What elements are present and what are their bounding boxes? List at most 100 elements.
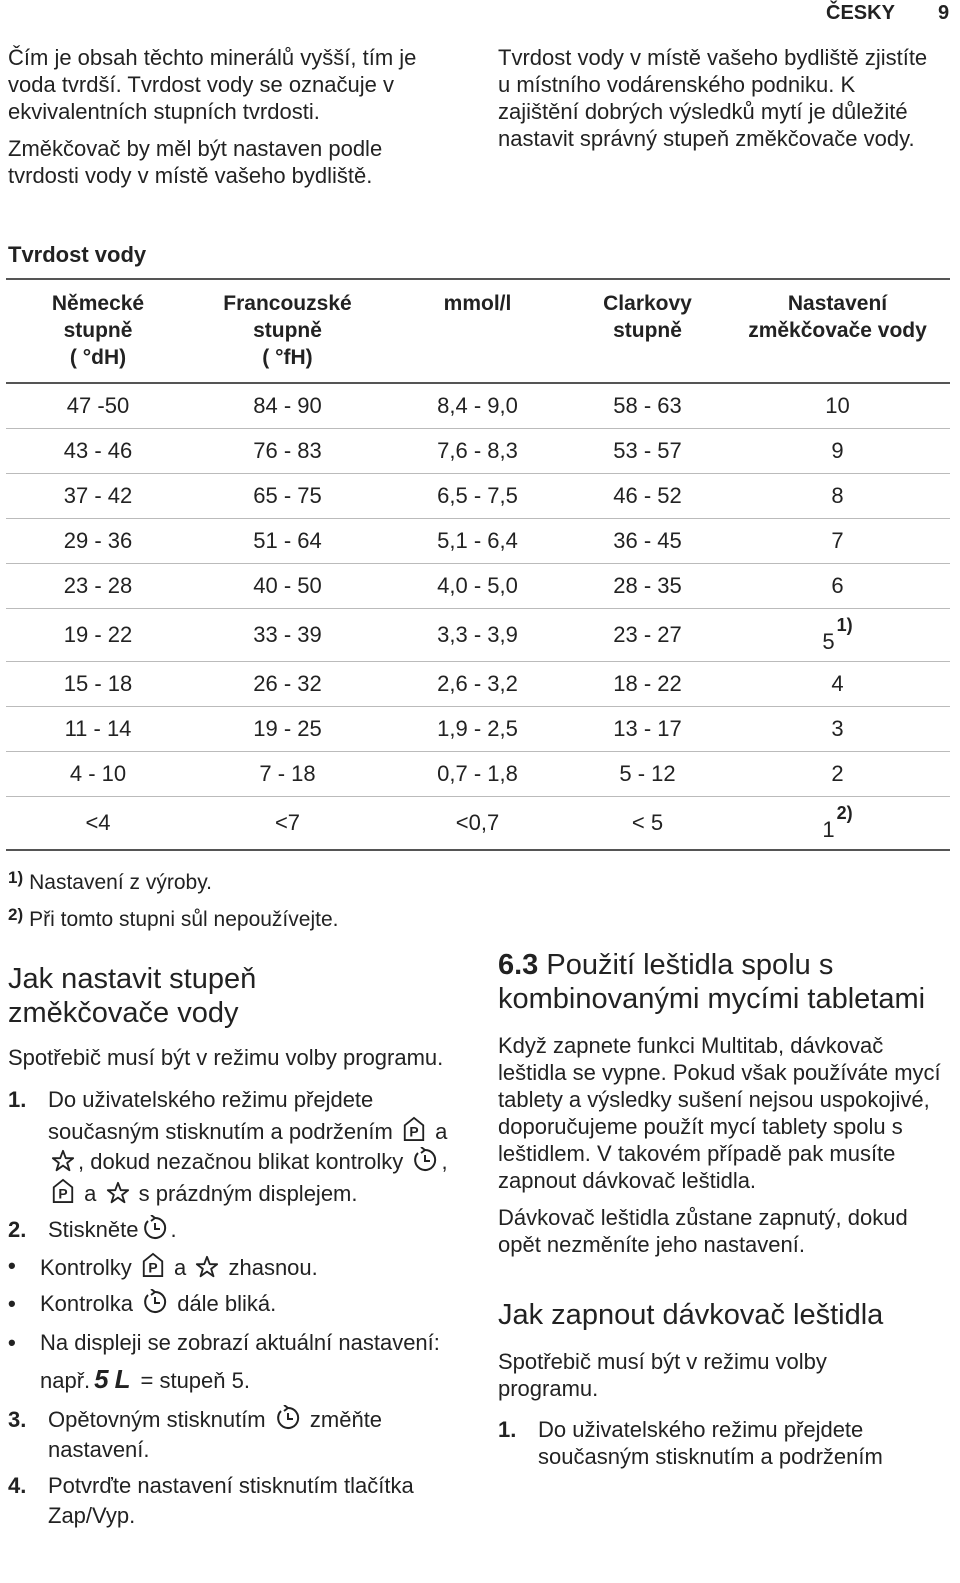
column-header: Nastavení změkčovače vody: [725, 278, 950, 384]
header-line: stupně: [253, 319, 322, 342]
step-number: 3.: [8, 1407, 27, 1432]
icon-program: [51, 1177, 75, 1205]
cell-text: 4: [831, 671, 844, 696]
bullet: •: [8, 1253, 16, 1278]
cell-text: 4,0 - 5,0: [437, 573, 518, 598]
cell: 3: [725, 706, 950, 752]
cell-text: 1: [822, 817, 835, 842]
cell-text: 5 - 12: [619, 761, 676, 786]
cell: 15 - 18: [6, 661, 190, 707]
paragraph: Čím je obsah těchto minerálů vyšší, tím …: [8, 45, 417, 124]
cell: 12): [725, 796, 950, 851]
cell-text: 7 - 18: [259, 761, 316, 786]
text: zhasnou.: [228, 1255, 318, 1280]
cell-text: <7: [274, 810, 301, 835]
text: .: [170, 1217, 177, 1242]
text: Do uživatelského režimu přejdete současn…: [538, 1417, 883, 1469]
cell-text: 4 - 10: [69, 761, 127, 786]
cell-text: 51 - 64: [253, 528, 322, 553]
bullet-item: • Na displeji se zobrazí aktuální nastav…: [8, 1325, 448, 1399]
column-header: Clarkovy stupně: [570, 278, 725, 384]
cell: 51 - 64: [190, 518, 385, 564]
cell-text: 3: [831, 716, 844, 741]
table-row: 43 - 46 76 - 83 7,6 - 8,3 53 - 57 9: [6, 428, 950, 474]
cell: 5,1 - 6,4: [385, 518, 570, 564]
text: dále bliká.: [177, 1291, 277, 1316]
cell: 5 - 12: [570, 751, 725, 797]
bullet: •: [8, 1291, 16, 1316]
footnote-text: Nastavení z výroby.: [29, 871, 212, 894]
table-row: 29 - 36 51 - 64 5,1 - 6,4 36 - 45 7: [6, 518, 950, 564]
section-label: ČESKY: [826, 2, 895, 24]
cell: 4,0 - 5,0: [385, 563, 570, 609]
cell: 47 -50: [6, 383, 190, 429]
text: Kontrolky: [40, 1255, 132, 1280]
cell-text: 7,6 - 8,3: [437, 438, 518, 463]
table-row: 23 - 28 40 - 50 4,0 - 5,0 28 - 35 6: [6, 563, 950, 609]
cell: 0,7 - 1,8: [385, 751, 570, 797]
text: změňte nastavení.: [48, 1407, 383, 1462]
table-row: 15 - 18 26 - 32 2,6 - 3,2 18 - 22 4: [6, 661, 950, 707]
table-row: 47 -50 84 - 90 8,4 - 9,0 58 - 63 10: [6, 383, 950, 429]
icon-delay: [142, 1215, 168, 1241]
table-row: 11 - 14 19 - 25 1,9 - 2,5 13 - 17 3: [6, 706, 950, 752]
paragraph: Dávkovač leštidla zůstane zapnutý, dokud…: [498, 1205, 908, 1257]
text: a: [173, 1255, 187, 1280]
hardness-table: Německé stupně ( °dH) Francouzské stupně ( °f…: [6, 278, 950, 851]
cell-text: 5: [822, 629, 835, 654]
cell-text: 3,3 - 3,9: [437, 622, 518, 647]
cell: 7 - 18: [190, 751, 385, 797]
header-line: Clarkovy: [603, 292, 692, 315]
cell-text: 13 - 17: [613, 716, 682, 741]
heading-number: 6.3: [498, 949, 539, 981]
cell: 53 - 57: [570, 428, 725, 474]
heading: 6.3 Použití leštidla spolu s kombinovaný…: [498, 948, 946, 1016]
footnotes: 1) Nastavení z výroby. 2) Při tomto stupni…: [8, 862, 338, 936]
cell: 10: [725, 383, 950, 429]
cell: 7: [725, 518, 950, 564]
cell: 6,5 - 7,5: [385, 473, 570, 519]
cell-text: 8: [831, 483, 844, 508]
cell-text: 7: [831, 528, 844, 553]
step: 1. Do uživatelského režimu přejdete souča…: [498, 1416, 946, 1470]
cell: <0,7: [385, 796, 570, 851]
cell-text: 37 - 42: [63, 483, 133, 508]
header-line: Francouzské: [223, 292, 352, 315]
table-row: 19 - 22 33 - 39 3,3 - 3,9 23 - 27 51): [6, 608, 950, 662]
cell: 40 - 50: [190, 563, 385, 609]
text: , dokud nezačnou blikat kontrolky: [78, 1149, 404, 1174]
cell-text: 5,1 - 6,4: [437, 528, 518, 553]
cell-text: 23 - 28: [63, 573, 133, 598]
cell: <7: [190, 796, 385, 851]
paragraph: Spotřebič musí být v režimu volby progra…: [498, 1349, 827, 1401]
cell: 2: [725, 751, 950, 797]
cell: 7,6 - 8,3: [385, 428, 570, 474]
cell: 46 - 52: [570, 473, 725, 519]
table-title: Tvrdost vody: [8, 242, 147, 267]
text: Kontrolka: [40, 1291, 133, 1316]
cell: 3,3 - 3,9: [385, 608, 570, 662]
cell-text: 43 - 46: [63, 438, 133, 463]
table-row: <4 <7 <0,7 < 5 12): [6, 796, 950, 851]
cell: 58 - 63: [570, 383, 725, 429]
footnote-text: Při tomto stupni sůl nepoužívejte.: [29, 908, 339, 931]
paragraph: Spotřebič musí být v režimu volby progra…: [8, 1045, 444, 1070]
cell: < 5: [570, 796, 725, 851]
cell: 19 - 25: [190, 706, 385, 752]
cell: 37 - 42: [6, 473, 190, 519]
paragraph: Když zapnete funkci Multitab, dávkovač l…: [498, 1033, 941, 1193]
cell: 23 - 27: [570, 608, 725, 662]
cell-text: 76 - 83: [253, 438, 322, 463]
bullet-item: • Kontrolky a zhasnou.: [8, 1251, 448, 1283]
text: Stiskněte: [48, 1217, 139, 1242]
cell-text: 0,7 - 1,8: [437, 761, 518, 786]
cell-text: 33 - 39: [253, 622, 322, 647]
cell: 4: [725, 661, 950, 707]
header-line: Nastavení: [787, 292, 888, 315]
icon-program: [141, 1251, 165, 1279]
text: s prázdným displejem.: [138, 1181, 358, 1206]
cell-text: 36 - 45: [613, 528, 682, 553]
text: Na displeji se zobrazí aktuální nastaven…: [40, 1330, 440, 1393]
cell-text: 26 - 32: [253, 671, 322, 696]
